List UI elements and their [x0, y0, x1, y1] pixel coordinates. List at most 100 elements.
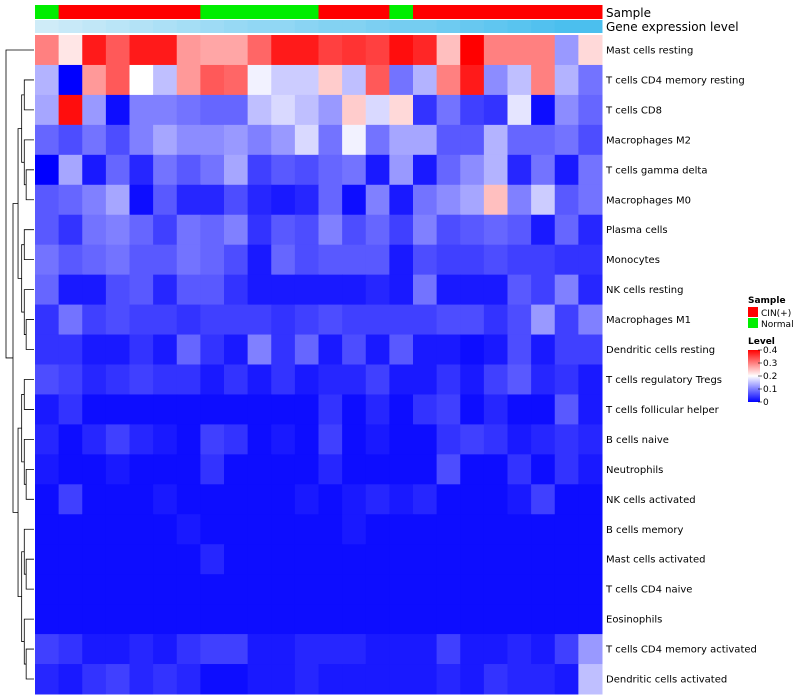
heatmap-cell	[153, 35, 178, 66]
heatmap-cell	[460, 244, 485, 276]
sample-annotation-cell	[365, 5, 390, 19]
heatmap-cell	[176, 574, 201, 605]
heatmap-cell	[460, 604, 485, 635]
row-label: Macrophages M1	[606, 315, 691, 326]
heatmap-cell	[58, 244, 83, 276]
heatmap-cell	[531, 334, 556, 365]
row-label: Monocytes	[606, 255, 660, 266]
heatmap-cell	[554, 35, 579, 66]
heatmap-cell	[460, 154, 485, 186]
heatmap-cell	[483, 514, 508, 545]
heatmap-cell	[436, 514, 461, 545]
sample-annotation-cell	[247, 5, 272, 19]
heatmap-cell	[224, 184, 249, 216]
heatmap-cell	[531, 274, 556, 306]
heatmap-cell	[531, 514, 556, 545]
heatmap-cell	[153, 394, 178, 425]
sample-annotation-cell	[342, 5, 367, 19]
heatmap-cell	[578, 364, 603, 395]
heatmap-cell	[342, 634, 367, 665]
heatmap-cell	[200, 35, 225, 66]
heatmap-cell	[271, 634, 296, 665]
heatmap-cell	[129, 184, 154, 216]
heatmap-cell	[153, 604, 178, 635]
heatmap-cell	[342, 35, 367, 66]
heatmap-cell	[271, 574, 296, 605]
heatmap-cell	[153, 574, 178, 605]
heatmap-cell	[413, 424, 438, 455]
heatmap-cell	[578, 634, 603, 665]
heatmap-cell	[554, 424, 579, 455]
heatmap-cell	[105, 35, 130, 66]
heatmap-cell	[58, 454, 83, 485]
heatmap-cell	[318, 35, 343, 66]
heatmap-cell	[342, 424, 367, 455]
expression-annotation-cell	[483, 20, 508, 33]
heatmap-cell	[342, 514, 367, 545]
heatmap-cell	[413, 124, 438, 156]
heatmap-cell	[389, 664, 414, 695]
heatmap-cell	[35, 274, 60, 306]
heatmap-cell	[58, 634, 83, 665]
heatmap-cell	[247, 514, 272, 545]
heatmap-cell	[507, 35, 532, 66]
heatmap-cell	[460, 424, 485, 455]
heatmap-cell	[578, 214, 603, 246]
heatmap-cell	[436, 35, 461, 66]
heatmap-cell	[483, 214, 508, 246]
row-label: T cells CD8	[605, 105, 662, 116]
heatmap-cell	[58, 544, 83, 575]
heatmap-cell	[436, 634, 461, 665]
dendrogram-branch	[17, 427, 22, 598]
heatmap-cell	[531, 364, 556, 395]
row-label: NK cells resting	[606, 285, 683, 296]
heatmap-cell	[578, 664, 603, 695]
heatmap-cell	[413, 35, 438, 66]
heatmap-cell	[58, 35, 83, 66]
heatmap-cell	[200, 304, 225, 336]
heatmap-cell	[271, 35, 296, 66]
heatmap-cell	[507, 124, 532, 156]
heatmap-cell	[224, 214, 249, 246]
heatmap-cell	[554, 664, 579, 695]
heatmap-cell	[247, 394, 272, 425]
expression-annotation-cell	[436, 20, 461, 33]
heatmap-cell	[436, 124, 461, 156]
heatmap-cell	[413, 334, 438, 365]
heatmap-cell	[318, 184, 343, 216]
expression-annotation-cell	[224, 20, 249, 33]
heatmap-cell	[365, 274, 390, 306]
heatmap-cell	[318, 334, 343, 365]
heatmap-cell	[483, 604, 508, 635]
heatmap-cell	[531, 304, 556, 336]
heatmap-cell	[578, 394, 603, 425]
heatmap-cell	[105, 184, 130, 216]
heatmap-cell	[129, 154, 154, 186]
dendrogram-branch	[25, 648, 34, 680]
heatmap-cell	[413, 664, 438, 695]
heatmap-cell	[365, 244, 390, 276]
heatmap-cell	[271, 154, 296, 186]
heatmap-cell	[247, 574, 272, 605]
sample-annotation-cell	[271, 5, 296, 19]
heatmap-cell	[153, 664, 178, 695]
row-label: B cells naive	[606, 435, 669, 446]
heatmap-cell	[271, 94, 296, 126]
heatmap-cell	[224, 664, 249, 695]
heatmap-cell	[342, 304, 367, 336]
legend-swatch-normal	[748, 318, 758, 328]
heatmap-cell	[389, 604, 414, 635]
heatmap-cell	[507, 94, 532, 126]
heatmap-cell	[342, 394, 367, 425]
legend-label-normal: Normal	[761, 320, 794, 330]
heatmap-cell	[554, 304, 579, 336]
heatmap-cell	[413, 214, 438, 246]
heatmap-cell	[554, 364, 579, 395]
heatmap-cell	[460, 124, 485, 156]
heatmap-cell	[247, 334, 272, 365]
heatmap-cell	[365, 364, 390, 395]
heatmap-cell	[483, 364, 508, 395]
heatmap-cell	[82, 244, 107, 276]
heatmap-cell	[413, 64, 438, 96]
heatmap-cell	[318, 544, 343, 575]
